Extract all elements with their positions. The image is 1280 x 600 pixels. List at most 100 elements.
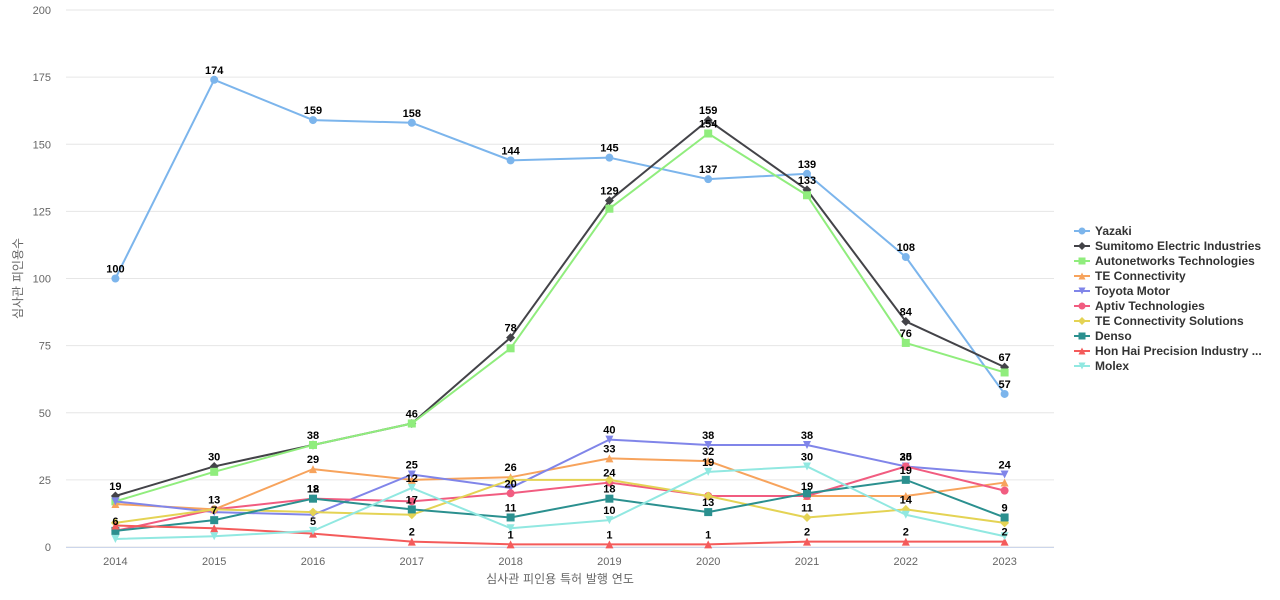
legend-symbol[interactable] <box>1078 302 1086 310</box>
data-point[interactable] <box>901 253 910 262</box>
data-point[interactable] <box>703 491 713 501</box>
data-point[interactable] <box>901 510 910 519</box>
data-point[interactable] <box>605 153 614 162</box>
data-point[interactable] <box>506 489 515 498</box>
legend-label[interactable]: Denso <box>1095 329 1132 343</box>
data-point[interactable] <box>803 169 811 178</box>
data-point[interactable] <box>803 440 811 449</box>
legend-item-molex[interactable]: Molex <box>1074 359 1129 373</box>
data-point[interactable] <box>506 483 515 492</box>
data-point[interactable] <box>407 470 416 479</box>
legend-item-denso[interactable]: Denso <box>1074 329 1132 343</box>
data-point[interactable] <box>407 475 416 484</box>
legend-symbol[interactable] <box>1078 347 1086 355</box>
data-point[interactable] <box>210 516 219 525</box>
data-point[interactable] <box>704 440 713 449</box>
data-point[interactable] <box>605 204 614 213</box>
data-point[interactable] <box>407 419 416 428</box>
data-point[interactable] <box>1000 389 1009 398</box>
legend-symbol[interactable] <box>1078 242 1086 250</box>
data-point[interactable] <box>309 526 317 535</box>
data-point[interactable] <box>111 521 120 530</box>
data-point[interactable] <box>309 494 317 503</box>
data-point[interactable] <box>704 457 713 466</box>
data-point[interactable] <box>803 489 811 498</box>
data-point[interactable] <box>901 338 910 347</box>
legend-item-te-connectivity-solutions[interactable]: TE Connectivity Solutions <box>1074 314 1244 328</box>
data-point[interactable] <box>506 333 516 343</box>
data-point[interactable] <box>210 75 219 84</box>
data-point[interactable] <box>604 475 614 485</box>
data-point[interactable] <box>703 115 713 125</box>
series-line[interactable] <box>115 457 1005 511</box>
data-point[interactable] <box>506 524 515 533</box>
series-sumitomo-electric-industries[interactable] <box>110 115 1010 501</box>
data-point[interactable] <box>111 274 120 283</box>
data-point[interactable] <box>901 537 910 546</box>
data-point[interactable] <box>309 465 317 474</box>
data-point[interactable] <box>803 537 811 546</box>
legend-item-sumitomo-electric-industries[interactable]: Sumitomo Electric Industries <box>1074 239 1261 253</box>
data-point[interactable] <box>210 524 219 533</box>
data-point[interactable] <box>1000 478 1009 487</box>
data-point[interactable] <box>704 129 713 138</box>
series-autonetworks-technologies[interactable] <box>111 129 1009 506</box>
data-point[interactable] <box>605 540 614 549</box>
data-point[interactable] <box>308 507 318 517</box>
series-line[interactable] <box>115 438 1005 516</box>
data-point[interactable] <box>802 512 812 522</box>
data-point[interactable] <box>309 440 317 449</box>
data-point[interactable] <box>803 462 811 471</box>
data-point[interactable] <box>901 491 910 500</box>
legend-item-toyota-motor[interactable]: Toyota Motor <box>1074 284 1170 298</box>
data-point[interactable] <box>407 505 416 514</box>
data-point[interactable] <box>901 462 910 471</box>
data-point[interactable] <box>210 532 219 541</box>
data-point[interactable] <box>407 118 416 127</box>
legend-label[interactable]: Molex <box>1095 359 1129 373</box>
data-point[interactable] <box>803 191 811 200</box>
data-point[interactable] <box>111 497 120 506</box>
data-point[interactable] <box>605 494 614 503</box>
data-point[interactable] <box>1000 486 1009 495</box>
legend-label[interactable]: Hon Hai Precision Industry ... <box>1095 344 1262 358</box>
data-point[interactable] <box>704 540 713 549</box>
legend-item-hon-hai-precision-industry[interactable]: Hon Hai Precision Industry ... <box>1074 344 1262 358</box>
data-point[interactable] <box>1000 368 1009 377</box>
data-point[interactable] <box>209 504 219 514</box>
data-point[interactable] <box>1000 537 1009 546</box>
legend-item-te-connectivity[interactable]: TE Connectivity <box>1074 269 1186 283</box>
series-line[interactable] <box>115 119 1006 497</box>
data-point[interactable] <box>111 534 120 543</box>
data-point[interactable] <box>901 316 911 326</box>
legend-symbol[interactable] <box>1078 317 1086 325</box>
series-line[interactable] <box>115 524 1005 546</box>
data-point[interactable] <box>704 467 713 476</box>
legend-label[interactable]: TE Connectivity <box>1095 269 1186 283</box>
legend-label[interactable]: Aptiv Technologies <box>1095 299 1205 313</box>
data-point[interactable] <box>605 454 614 463</box>
data-point[interactable] <box>901 475 910 484</box>
data-point[interactable] <box>1000 470 1009 479</box>
data-point[interactable] <box>506 513 515 522</box>
data-point[interactable] <box>704 508 713 517</box>
data-point[interactable] <box>1000 532 1009 541</box>
legend-symbol[interactable] <box>1078 287 1086 295</box>
series-denso[interactable] <box>111 475 1009 535</box>
data-point[interactable] <box>111 526 120 535</box>
legend-item-aptiv-technologies[interactable]: Aptiv Technologies <box>1074 299 1205 313</box>
legend-symbol[interactable] <box>1078 227 1086 235</box>
data-point[interactable] <box>704 175 713 184</box>
legend-label[interactable]: Autonetworks Technologies <box>1095 254 1255 268</box>
data-point[interactable] <box>604 196 614 206</box>
series-line[interactable] <box>115 465 1005 540</box>
legend-label[interactable]: Toyota Motor <box>1095 284 1170 298</box>
legend-symbol[interactable] <box>1078 272 1086 280</box>
legend-symbol[interactable] <box>1078 332 1086 340</box>
data-point[interactable] <box>506 156 515 165</box>
data-point[interactable] <box>506 344 515 353</box>
legend-label[interactable]: TE Connectivity Solutions <box>1095 314 1244 328</box>
legend-symbol[interactable] <box>1078 362 1086 370</box>
data-point[interactable] <box>309 116 317 125</box>
